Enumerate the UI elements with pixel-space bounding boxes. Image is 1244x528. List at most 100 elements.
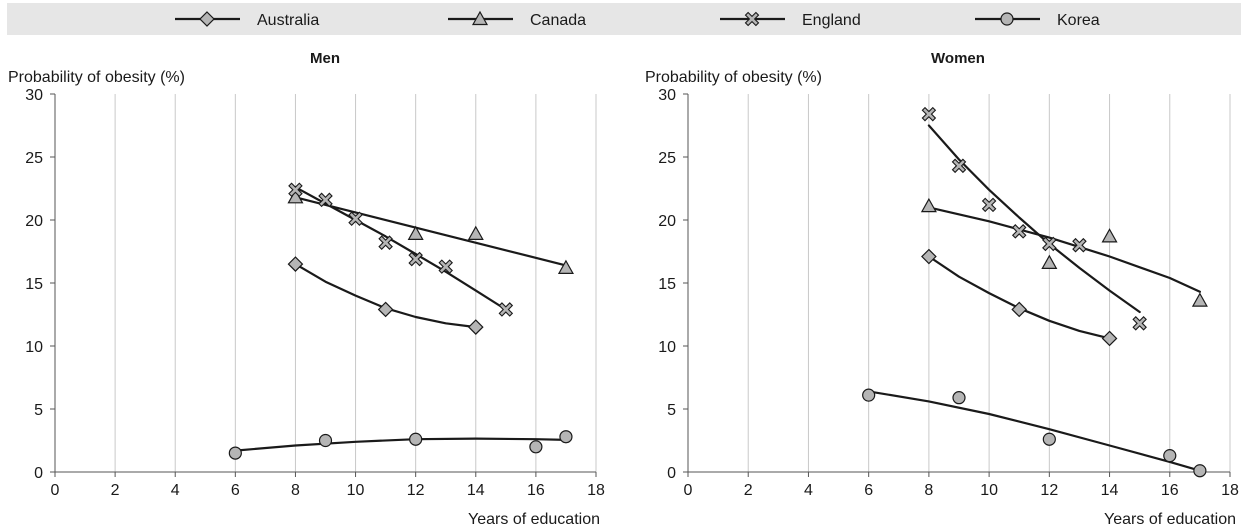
data-point-england — [921, 106, 937, 122]
series-australia — [921, 248, 1118, 347]
data-point-canada — [467, 225, 484, 240]
series-england — [288, 182, 514, 317]
legend-item-korea: Korea — [975, 12, 1100, 29]
data-point-canada — [1191, 292, 1208, 307]
y-tick-label: 25 — [658, 150, 676, 167]
x-tick-label: 12 — [407, 482, 425, 499]
trend-line-korea — [867, 390, 1202, 472]
data-point-canada — [1101, 228, 1118, 243]
x-tick-label: 16 — [527, 482, 545, 499]
x-tick-label: 12 — [1040, 482, 1058, 499]
data-point-korea — [409, 432, 423, 446]
data-point-australia — [377, 301, 394, 318]
trend-line-canada — [294, 196, 568, 267]
series-australia — [287, 256, 484, 335]
trend-line-australia — [927, 255, 1111, 340]
data-point-england — [438, 259, 454, 274]
data-point-korea — [529, 440, 543, 454]
data-point-canada — [920, 197, 937, 213]
x-axis-label: Years of education — [468, 511, 600, 528]
legend-item-canada: Canada — [448, 10, 586, 29]
data-point-australia — [1011, 301, 1028, 318]
series-canada — [287, 189, 574, 274]
chart-title: Men — [310, 50, 340, 67]
x-axis-label: Years of education — [1104, 511, 1236, 528]
y-tick-label: 20 — [658, 213, 676, 230]
chart-women: 0 2 4 6 8 10 12 14 16 18 0 5 10 15 20 25 30 Women Probabil… — [645, 50, 1239, 528]
x-tick-label: 8 — [291, 482, 300, 499]
y-tick-label: 10 — [25, 339, 43, 356]
data-point-england — [951, 158, 967, 174]
data-point-korea — [862, 388, 876, 402]
y-tick-label: 15 — [25, 276, 43, 293]
trend-line-korea — [234, 437, 568, 452]
legend-marker-diamond — [199, 11, 215, 27]
x-tick-label: 4 — [804, 482, 813, 499]
data-point-australia — [467, 319, 484, 335]
legend-label: England — [802, 12, 861, 29]
legend-marker-circle — [1000, 12, 1014, 26]
series-korea — [862, 388, 1207, 478]
chart-men: 0 2 4 6 8 10 12 14 16 18 0 5 10 15 20 25 30 Men Probabilit… — [8, 50, 605, 528]
x-tick-label: 18 — [587, 482, 605, 499]
trend-line-canada — [927, 206, 1202, 293]
series-england — [921, 106, 1147, 331]
x-tick-label: 10 — [980, 482, 998, 499]
data-point-korea — [559, 430, 573, 444]
data-point-england — [981, 197, 997, 213]
legend-label: Australia — [257, 12, 319, 29]
data-point-canada — [557, 259, 574, 274]
series-korea — [228, 430, 573, 460]
y-tick-label: 30 — [25, 87, 43, 104]
legend-marker-cross — [744, 11, 760, 27]
y-tick-label: 15 — [658, 276, 676, 293]
legend: Australia Canada England Korea — [7, 3, 1241, 35]
data-point-england — [1132, 316, 1147, 331]
y-axis-label: Probability of obesity (%) — [645, 69, 822, 86]
data-point-england — [1072, 237, 1087, 253]
y-tick-label: 5 — [667, 402, 676, 419]
legend-item-australia: Australia — [175, 11, 319, 29]
data-point-canada — [407, 225, 424, 240]
data-point-england — [378, 235, 393, 250]
y-tick-label: 20 — [25, 213, 43, 230]
data-point-korea — [228, 446, 242, 460]
data-point-korea — [1042, 432, 1056, 446]
data-point-australia — [921, 248, 937, 265]
x-tick-label: 4 — [171, 482, 180, 499]
x-tick-label: 18 — [1221, 482, 1239, 499]
legend-label: Canada — [530, 12, 586, 29]
x-tick-label: 8 — [924, 482, 933, 499]
y-tick-label: 10 — [658, 339, 676, 356]
trend-line-england — [294, 186, 507, 311]
data-point-australia — [287, 256, 304, 272]
legend-marker-triangle — [471, 10, 489, 26]
y-tick-label: 0 — [667, 465, 676, 482]
y-tick-label: 30 — [658, 87, 676, 104]
x-tick-label: 16 — [1161, 482, 1179, 499]
x-tick-label: 14 — [1101, 482, 1119, 499]
data-point-england — [1011, 224, 1027, 239]
data-point-korea — [318, 433, 333, 448]
data-point-korea — [952, 391, 966, 405]
x-tick-label: 2 — [111, 482, 120, 499]
series-canada — [920, 197, 1208, 307]
data-point-korea — [1163, 449, 1177, 463]
x-tick-label: 10 — [347, 482, 365, 499]
y-axis-label: Probability of obesity (%) — [8, 69, 185, 86]
data-point-korea — [1193, 464, 1207, 478]
x-tick-label: 0 — [51, 482, 60, 499]
x-tick-label: 6 — [231, 482, 240, 499]
data-point-england — [498, 302, 514, 317]
data-point-england — [318, 192, 333, 208]
y-tick-label: 0 — [34, 465, 43, 482]
data-point-england — [348, 211, 363, 227]
trend-line-england — [927, 124, 1141, 314]
x-tick-label: 0 — [684, 482, 693, 499]
data-point-england — [288, 182, 303, 198]
chart-title: Women — [931, 50, 985, 67]
data-point-england — [408, 251, 423, 267]
y-tick-label: 5 — [34, 402, 43, 419]
x-tick-label: 6 — [864, 482, 873, 499]
